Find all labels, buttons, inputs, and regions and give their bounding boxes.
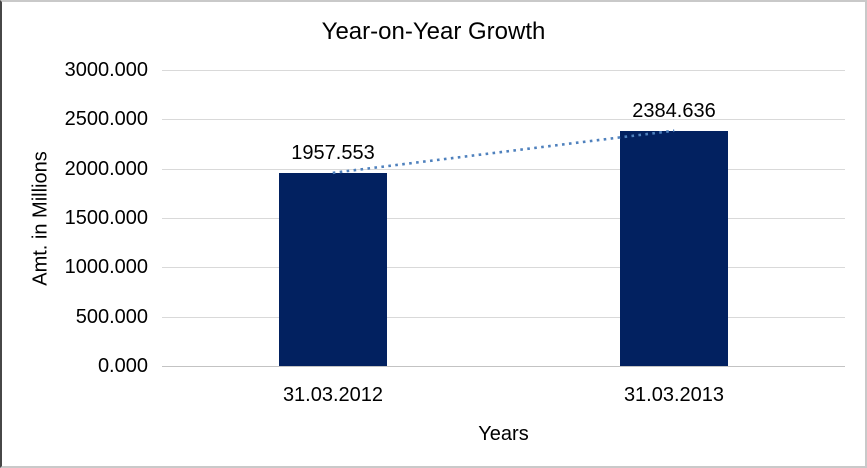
bar-31.03.2013 <box>620 131 728 366</box>
x-axis-title: Years <box>478 423 529 445</box>
y-tick-label: 2000.000 <box>64 158 148 180</box>
gridline <box>162 317 845 318</box>
y-tick-label: 1000.000 <box>64 256 148 278</box>
y-tick-label: 500.000 <box>75 306 148 328</box>
gridline <box>162 169 845 170</box>
gridline <box>162 119 845 120</box>
gridline <box>162 218 845 219</box>
y-tick-label: 3000.000 <box>64 59 148 81</box>
chart-title: Year-on-Year Growth <box>321 18 546 45</box>
x-tick-label: 31.03.2012 <box>282 384 384 406</box>
gridline <box>162 70 845 71</box>
y-axis-title: Amt. in Millions <box>29 151 52 286</box>
bar-31.03.2012 <box>279 173 387 366</box>
bar-data-label: 1957.553 <box>291 142 375 164</box>
y-tick-label: 0.000 <box>97 355 148 377</box>
y-tick-label: 2500.000 <box>64 108 148 130</box>
gridline <box>162 267 845 268</box>
bar-data-label: 2384.636 <box>632 100 716 122</box>
x-tick-label: 31.03.2013 <box>623 384 725 406</box>
x-axis-line <box>162 366 845 367</box>
y-tick-label: 1500.000 <box>64 207 148 229</box>
